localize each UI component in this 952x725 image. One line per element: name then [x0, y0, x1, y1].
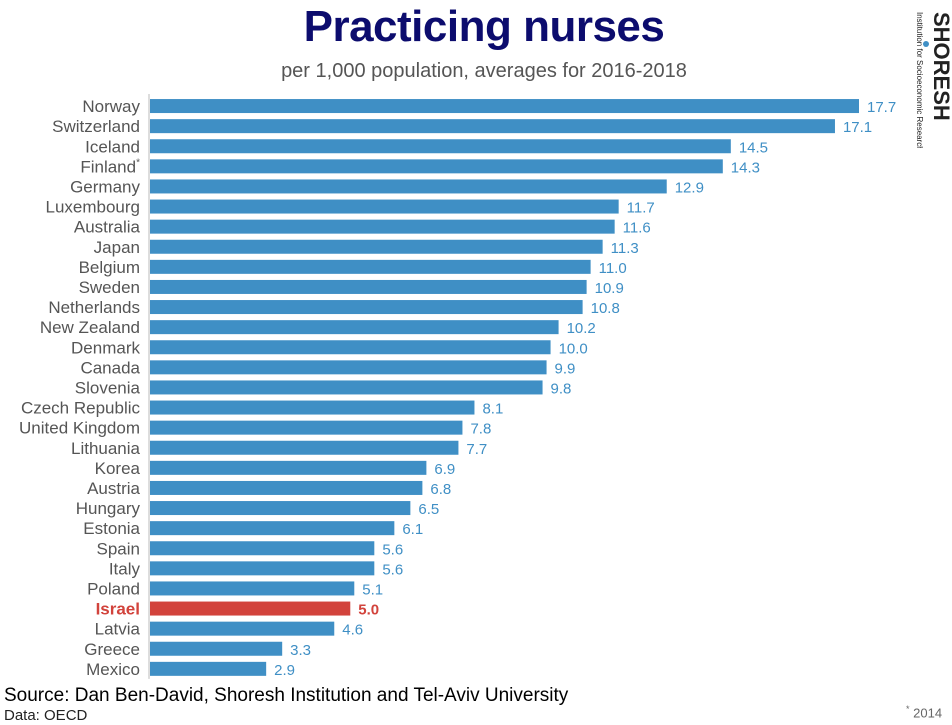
value-label: 5.1 [362, 581, 383, 598]
value-label: 7.7 [466, 441, 487, 458]
bar [150, 119, 835, 134]
value-label: 7.8 [470, 421, 491, 438]
value-label: 8.1 [482, 401, 503, 418]
value-label: 17.7 [867, 99, 896, 116]
value-label: 4.6 [342, 622, 363, 639]
category-label: Estonia [83, 519, 140, 538]
bar [150, 561, 375, 576]
bar [150, 480, 423, 495]
category-label: Poland [87, 579, 140, 598]
value-label: 3.3 [290, 642, 311, 659]
category-label: Canada [80, 358, 140, 377]
category-label: Finland* [80, 157, 140, 176]
value-label: 10.8 [591, 300, 620, 317]
bar [150, 279, 587, 294]
category-label: Switzerland [52, 117, 140, 136]
category-label: Iceland [85, 137, 140, 156]
bar [150, 179, 667, 194]
category-label: Sweden [79, 278, 140, 297]
category-label: Denmark [71, 338, 140, 357]
category-label: Latvia [95, 620, 141, 639]
chart-title: Practicing nurses [303, 2, 665, 51]
value-label: 5.6 [382, 561, 403, 578]
bar [150, 621, 335, 636]
category-label: Mexico [86, 660, 140, 679]
value-label: 6.9 [434, 461, 455, 478]
value-label: 10.9 [595, 280, 624, 297]
category-label: Netherlands [48, 298, 140, 317]
bar [150, 199, 619, 214]
category-label: Norway [82, 97, 140, 116]
data-note: Data: OECD [4, 707, 88, 724]
category-label: Slovenia [75, 378, 141, 397]
category-label: Germany [70, 177, 140, 196]
bar [150, 219, 615, 234]
bar [150, 300, 583, 315]
category-label: Austria [87, 479, 140, 498]
value-label: 14.3 [731, 159, 760, 176]
bar [150, 239, 603, 254]
value-label: 9.9 [555, 360, 576, 377]
bar [150, 340, 551, 355]
value-label: 12.9 [675, 179, 704, 196]
value-label: 14.5 [739, 139, 768, 156]
category-label: Lithuania [71, 439, 141, 458]
bar [150, 440, 459, 455]
bar [150, 601, 351, 616]
category-label: Belgium [79, 258, 140, 277]
value-label: 9.8 [551, 380, 572, 397]
category-label: Spain [97, 539, 140, 558]
value-label: 6.5 [418, 501, 439, 518]
chart-subtitle: per 1,000 population, averages for 2016-… [281, 60, 687, 82]
footnote-text: 2014 [913, 705, 943, 721]
bar [150, 360, 547, 375]
footnote: * 2014 [906, 704, 942, 720]
category-label: Hungary [76, 499, 141, 518]
bar [150, 460, 427, 475]
category-label: United Kingdom [19, 419, 140, 438]
logo-tagline: Institution for Socioeconomic Research [915, 12, 924, 148]
bar [150, 661, 267, 676]
value-label: 11.0 [599, 260, 627, 277]
category-label: Czech Republic [21, 399, 141, 418]
bar [150, 380, 543, 395]
value-label: 10.2 [567, 320, 596, 337]
bar [150, 259, 591, 274]
bar [150, 641, 283, 656]
category-label: Japan [94, 238, 140, 257]
bar [150, 501, 411, 516]
value-label: 5.6 [382, 541, 403, 558]
bar [150, 521, 395, 536]
value-label: 6.1 [402, 521, 423, 538]
category-label: New Zealand [40, 318, 140, 337]
category-label: Israel [96, 600, 140, 619]
bar [150, 581, 355, 596]
category-label: Greece [84, 640, 140, 659]
value-label: 11.6 [623, 220, 651, 237]
value-label: 17.1 [843, 119, 872, 136]
bar [150, 320, 559, 335]
category-label: Australia [74, 218, 141, 237]
source-note: Source: Dan Ben-David, Shoresh Instituti… [4, 685, 569, 706]
bar [150, 99, 859, 114]
logo-dot [923, 41, 929, 47]
bar [150, 139, 731, 154]
category-label: Luxembourg [45, 198, 140, 217]
value-label: 11.7 [627, 200, 655, 217]
category-label: Korea [95, 459, 141, 478]
category-label: Italy [109, 559, 141, 578]
value-label: 2.9 [274, 662, 295, 679]
shoresh-logo: SHORESH Institution for Socioeconomic Re… [915, 12, 952, 148]
bar-chart: Norway 17.7 Switzerland 17.1 Iceland 14.5 Finl… [19, 94, 896, 679]
logo-wordmark: SHORESH [929, 12, 952, 121]
value-label: 11.3 [611, 240, 639, 257]
bar [150, 400, 475, 415]
value-label: 5.0 [358, 602, 379, 619]
bar [150, 420, 463, 435]
bar [150, 541, 375, 556]
value-label: 10.0 [559, 340, 588, 357]
bar [150, 159, 723, 174]
footnote-mark: * [906, 704, 910, 714]
value-label: 6.8 [430, 481, 451, 498]
